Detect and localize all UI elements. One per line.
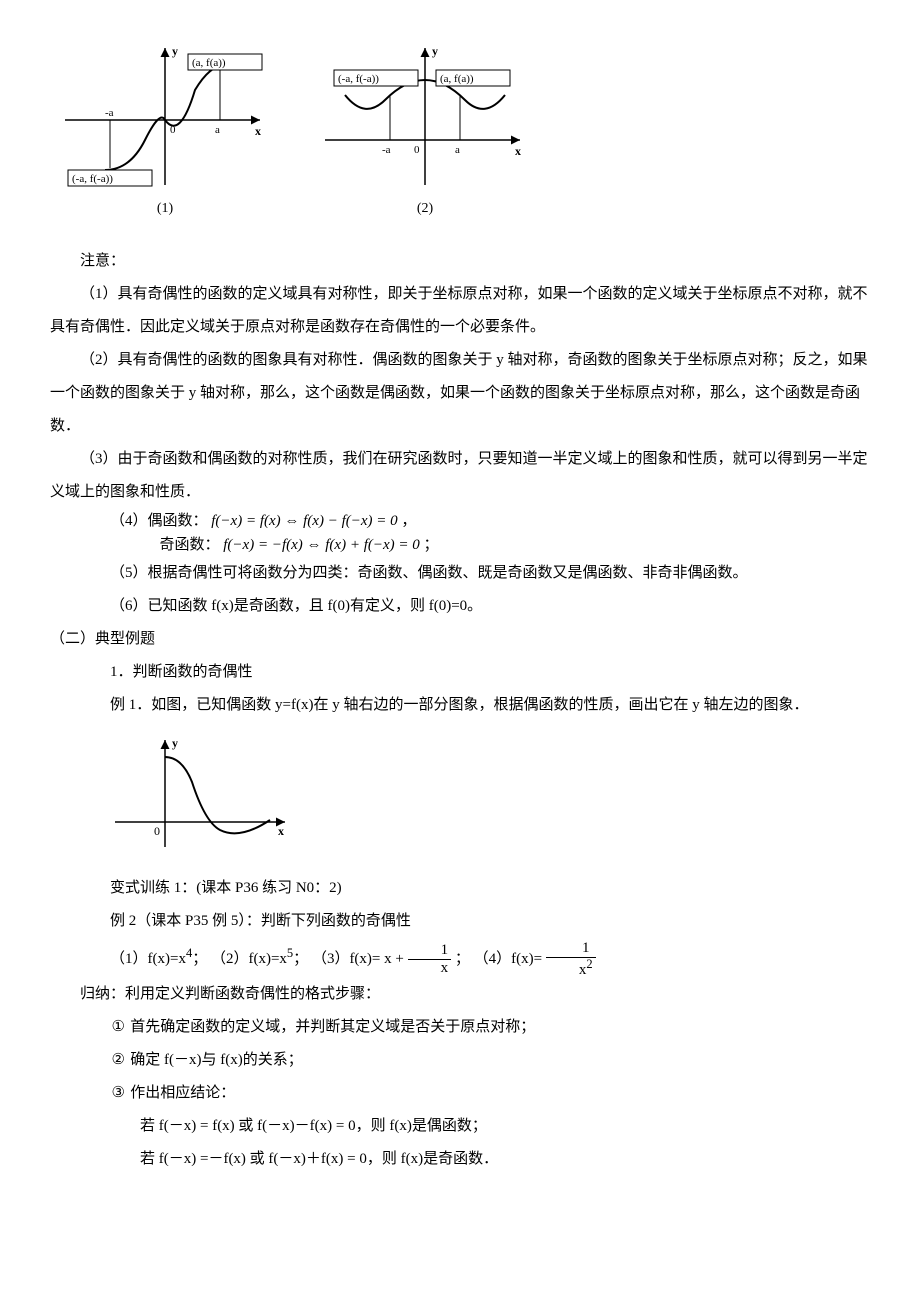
step-1-mark: ① <box>110 1011 127 1044</box>
section-2-heading: （二）典型例题 <box>50 623 870 656</box>
note-4b-end: ； <box>424 537 439 553</box>
step-3: ③ 作出相应结论： <box>50 1077 870 1110</box>
step-2-mark: ② <box>110 1044 127 1077</box>
note-4a-math: f(−x) = f(x) ⇔ f(x) − f(−x) = 0 <box>211 513 397 529</box>
tick-neg-a: -a <box>382 144 391 156</box>
step-2: ② 确定 f(－x)与 f(x)的关系； <box>50 1044 870 1077</box>
note-2: （2）具有奇偶性的函数的图象具有对称性．偶函数的图象关于 y 轴对称，奇函数的图… <box>50 344 870 443</box>
graph-2-caption: (2) <box>320 194 530 225</box>
ex2-p2: （2）f(x)=x <box>211 951 287 967</box>
note-1: （1）具有奇偶性的函数的定义域具有对称性，即关于坐标原点对称，如果一个函数的定义… <box>50 278 870 344</box>
tick-neg-a: -a <box>105 107 114 119</box>
ex2-p4-frac: 1x2 <box>546 940 596 978</box>
origin-label: 0 <box>170 124 176 136</box>
note-heading: 注意： <box>50 245 870 278</box>
graph-1: y x 0 a -a (a, f(a)) (-a, f(-a)) (1) <box>60 40 270 225</box>
point-right-label: (a, f(a)) <box>192 57 226 69</box>
ex2-p3: （3）f(x)= <box>312 951 380 967</box>
note-4a-end: ， <box>401 513 416 529</box>
note-4b-text: 奇函数： <box>160 537 220 553</box>
step-3b: 若 f(－x) =－f(x) 或 f(－x)＋f(x) = 0，则 f(x)是奇… <box>50 1143 870 1176</box>
axis-x-label: x <box>255 124 261 138</box>
axis-y-label: y <box>172 44 178 58</box>
point-left-label: (-a, f(-a)) <box>72 173 113 185</box>
point-right-label: (a, f(a)) <box>440 73 474 85</box>
ex2-p3-xplus: x + <box>384 951 404 967</box>
example-2-items: （1）f(x)=x4； （2）f(x)=x5； （3）f(x)= x + 1x … <box>50 938 870 979</box>
note-6: （6）已知函数 f(x)是奇函数，且 f(0)有定义，则 f(0)=0。 <box>50 590 870 623</box>
origin-label: 0 <box>414 144 420 156</box>
graph-3: y x 0 <box>110 732 870 852</box>
note-4a-text: （4）偶函数： <box>110 513 208 529</box>
ex2-p4: （4）f(x)= <box>474 951 542 967</box>
graph-2: y x 0 a -a (a, f(a)) (-a, f(-a)) (2) <box>320 40 530 225</box>
note-4-even: （4）偶函数： f(−x) = f(x) ⇔ f(x) − f(−x) = 0 … <box>50 509 870 533</box>
axis-y-label: y <box>172 736 178 750</box>
tick-a: a <box>215 124 220 136</box>
note-4-odd: 奇函数： f(−x) = −f(x) ⇔ f(x) + f(−x) = 0 ； <box>50 533 870 557</box>
origin-label: 0 <box>154 824 160 838</box>
example-1-graph: y x 0 <box>110 732 290 852</box>
section-2-1: 1．判断函数的奇偶性 <box>50 656 870 689</box>
figure-row-top: y x 0 a -a (a, f(a)) (-a, f(-a)) (1) y x… <box>60 40 870 225</box>
point-left-label: (-a, f(-a)) <box>338 73 379 85</box>
example-1: 例 1．如图，已知偶函数 y=f(x)在 y 轴右边的一部分图象，根据偶函数的性… <box>50 689 870 722</box>
note-3: （3）由于奇函数和偶函数的对称性质，我们在研究函数时，只要知道一半定义域上的图象… <box>50 443 870 509</box>
axis-x-label: x <box>515 144 521 158</box>
even-function-graph: y x 0 a -a (a, f(a)) (-a, f(-a)) <box>320 40 530 190</box>
ex2-p3-frac: 1x <box>408 942 452 976</box>
graph-1-caption: (1) <box>60 194 270 225</box>
step-1: ① 首先确定函数的定义域，并判断其定义域是否关于原点对称； <box>50 1011 870 1044</box>
step-3-mark: ③ <box>110 1077 127 1110</box>
example-2: 例 2（课本 P35 例 5）：判断下列函数的奇偶性 <box>50 905 870 938</box>
variant-1: 变式训练 1：(课本 P36 练习 N0：2) <box>50 872 870 905</box>
note-5: （5）根据奇偶性可将函数分为四类：奇函数、偶函数、既是奇函数又是偶函数、非奇非偶… <box>50 557 870 590</box>
ex2-p1: （1）f(x)=x <box>110 951 186 967</box>
axis-x-label: x <box>278 824 284 838</box>
step-3a: 若 f(－x) = f(x) 或 f(－x)－f(x) = 0，则 f(x)是偶… <box>50 1110 870 1143</box>
odd-function-graph: y x 0 a -a (a, f(a)) (-a, f(-a)) <box>60 40 270 190</box>
note-4b-math: f(−x) = −f(x) ⇔ f(x) + f(−x) = 0 <box>223 537 420 553</box>
axis-y-label: y <box>432 44 438 58</box>
tick-a: a <box>455 144 460 156</box>
summary-heading: 归纳：利用定义判断函数奇偶性的格式步骤： <box>50 978 870 1011</box>
